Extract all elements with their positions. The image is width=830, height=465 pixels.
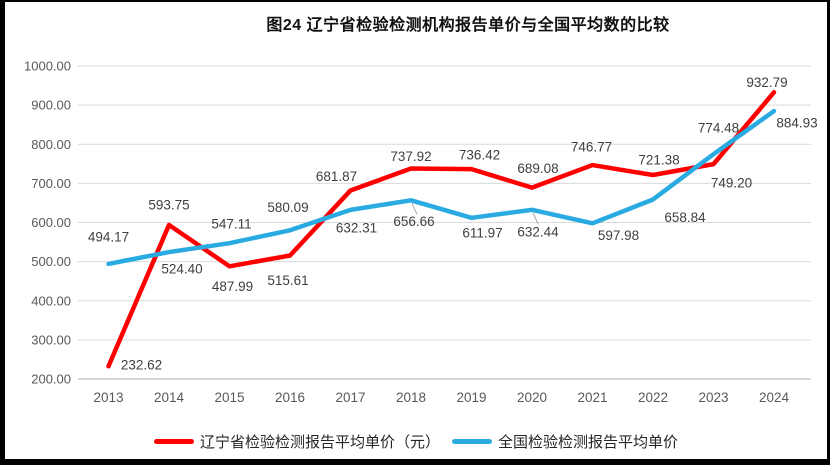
y-tick-label: 700.00 — [31, 176, 71, 191]
data-label: 524.40 — [161, 262, 202, 277]
data-label: 611.97 — [462, 225, 502, 240]
series-line-liaoning — [106, 90, 777, 369]
legend-line-red-icon — [153, 438, 194, 444]
chart-canvas: 图24 辽宁省检验检测机构报告单价与全国平均数的比较 200.00 300.00 4… — [5, 2, 827, 459]
chart-title: 图24 辽宁省检验检测机构报告单价与全国平均数的比较 — [266, 17, 670, 34]
y-tick-label: 500.00 — [31, 254, 71, 269]
y-tick-label: 900.00 — [31, 98, 71, 113]
x-tick-label: 2021 — [577, 390, 607, 405]
x-tick-label: 2023 — [698, 390, 728, 405]
legend-line-blue-icon — [452, 438, 492, 444]
data-label: 632.31 — [336, 220, 377, 235]
data-label: 658.84 — [664, 210, 706, 225]
x-tick-label: 2014 — [154, 390, 185, 405]
leader-line — [532, 212, 539, 225]
data-label: 494.17 — [88, 229, 129, 244]
series-line-national — [106, 108, 777, 267]
x-tick-label: 2018 — [396, 390, 426, 405]
data-label: 656.66 — [393, 214, 434, 229]
data-label: 689.08 — [517, 161, 558, 176]
data-label: 932.79 — [746, 75, 787, 90]
data-label: 515.61 — [267, 273, 308, 288]
leader-line — [411, 203, 418, 215]
data-labels-national: 494.17 524.40 547.11 580.09 632.31 656.66 611.… — [88, 116, 818, 277]
x-tick-label: 2022 — [638, 390, 668, 405]
data-label: 749.20 — [711, 176, 752, 191]
x-tick-label: 2019 — [456, 390, 486, 405]
data-label: 487.99 — [212, 279, 253, 294]
x-tick-label: 2017 — [335, 390, 365, 405]
x-tick-label: 2016 — [275, 390, 305, 405]
x-axis-labels: 2013 2014 2015 2016 2017 2018 2019 2020 2021 2022… — [93, 390, 789, 405]
legend-label-national: 全国检验检测报告平均单价 — [498, 433, 679, 451]
y-tick-label: 800.00 — [31, 137, 71, 152]
data-label: 736.42 — [459, 148, 500, 163]
data-label: 746.77 — [571, 140, 612, 155]
data-labels-liaoning: 232.62 593.75 487.99 515.61 681.87 737.92 736.… — [121, 75, 788, 373]
y-tick-label: 600.00 — [31, 215, 71, 230]
x-tick-label: 2013 — [93, 390, 123, 405]
y-tick-label: 200.00 — [31, 372, 71, 387]
line-chart: 200.00 300.00 400.00 500.00 600.00 700.00 800.… — [24, 59, 818, 406]
chart-legend: 辽宁省检验检测报告平均单价（元） 全国检验检测报告平均单价 — [5, 430, 827, 452]
legend-item-national: 全国检验检测报告平均单价 — [452, 431, 678, 452]
data-label: 681.87 — [316, 169, 357, 184]
data-label: 580.09 — [267, 200, 308, 215]
data-label: 774.48 — [698, 121, 739, 136]
data-label: 721.38 — [638, 153, 679, 168]
y-axis-labels: 200.00 300.00 400.00 500.00 600.00 700.00 800.… — [24, 59, 71, 387]
data-label: 632.44 — [517, 224, 559, 239]
label-leader-lines — [411, 203, 539, 225]
data-label: 232.62 — [121, 358, 162, 373]
x-tick-label: 2024 — [759, 390, 790, 405]
legend-item-liaoning: 辽宁省检验检测报告平均单价（元） — [153, 431, 440, 452]
y-tick-label: 1000.00 — [24, 59, 71, 74]
data-label: 547.11 — [211, 217, 251, 232]
data-label: 884.93 — [776, 116, 817, 131]
legend-label-liaoning: 辽宁省检验检测报告平均单价（元） — [199, 433, 440, 451]
y-tick-label: 400.00 — [31, 293, 71, 308]
x-tick-label: 2015 — [214, 390, 244, 405]
data-label: 737.92 — [390, 149, 431, 164]
gridlines — [78, 65, 811, 380]
x-tick-label: 2020 — [517, 390, 547, 405]
data-label: 593.75 — [148, 197, 189, 212]
y-tick-label: 300.00 — [31, 332, 71, 347]
data-label: 597.98 — [598, 228, 639, 243]
